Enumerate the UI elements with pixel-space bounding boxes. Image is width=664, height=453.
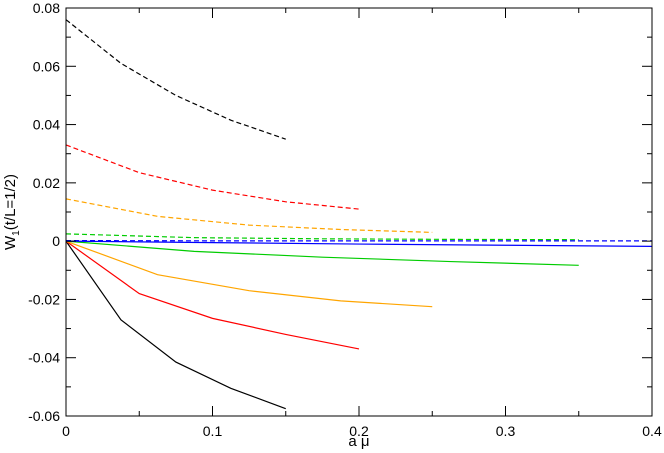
x-tick-label: 0.2 (349, 423, 369, 439)
y-tick-label: 0.08 (33, 0, 60, 16)
tick-layer: 0 0.1 0.2 0.3 0.4 -0.06 -0.04 -0.02 0 0.02 0.04 0.0… (28, 0, 662, 439)
dashed-series-line-0 (65, 19, 286, 140)
x-tick-label: 0 (62, 423, 70, 439)
y-tick-label: 0.02 (33, 175, 60, 191)
dashed-series-line-3 (65, 233, 579, 241)
x-tick-label: 0.1 (203, 423, 223, 439)
y-tick-label: -0.04 (28, 350, 60, 366)
solid-series-line-6 (65, 240, 360, 350)
y-axis-label: W1(t/L=1/2) (2, 174, 22, 250)
y-tick-label: 0 (52, 233, 60, 249)
y-tick-label: 0.04 (33, 117, 60, 133)
y-tick-label: -0.06 (28, 408, 60, 424)
y-axis-label-rest: (t/L=1/2) (2, 174, 19, 230)
dashed-series-line-1 (65, 144, 360, 210)
solid-series-line-5 (65, 240, 286, 410)
y-tick-label: -0.02 (28, 291, 60, 307)
x-tick-label: 0.3 (496, 423, 516, 439)
solid-series-line-7 (65, 240, 433, 308)
y-axis-label-subscript: 1 (11, 230, 22, 236)
y-tick-label: 0.06 (33, 58, 60, 74)
solid-series-line-9 (65, 240, 653, 247)
x-tick-label: 0.4 (642, 423, 662, 439)
dashed-series-line-2 (65, 198, 433, 233)
series-layer (65, 19, 653, 410)
plot-frame (65, 7, 653, 417)
solid-series-line-8 (65, 240, 579, 266)
y-axis-label-main: W (2, 235, 19, 250)
x-axis-label: a μ (348, 433, 369, 450)
